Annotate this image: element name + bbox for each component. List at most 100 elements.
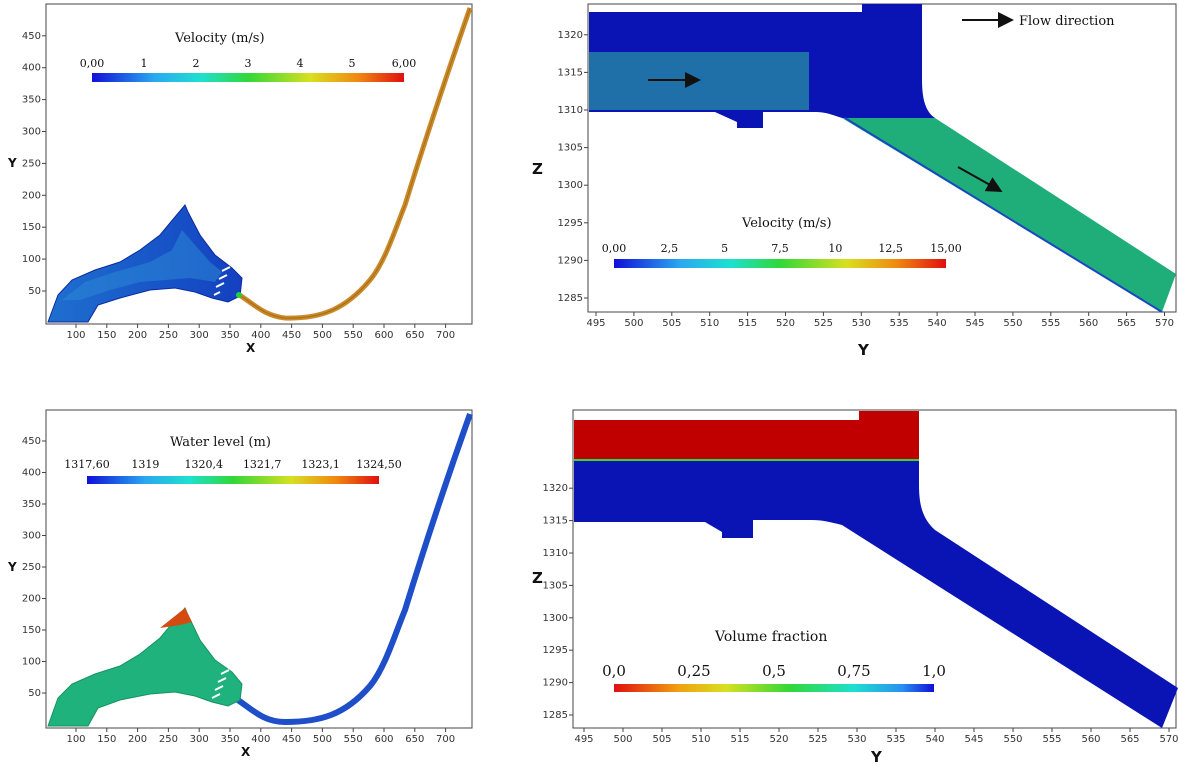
y-tick-label: 1320 <box>558 30 583 41</box>
y-tick-label: 150 <box>22 625 41 636</box>
y-tick-label: 400 <box>22 468 41 479</box>
x-tick-label: 550 <box>344 330 363 341</box>
x-tick-label: 600 <box>374 734 393 745</box>
x-tick-label: 525 <box>808 734 827 745</box>
colorbar-label: 1,0 <box>922 662 946 680</box>
x-tick-label: 100 <box>66 330 85 341</box>
x-tick-label: 535 <box>890 318 909 329</box>
x-tick-label: 525 <box>814 318 833 329</box>
x-tick-label: 150 <box>97 330 116 341</box>
x-tick-label: 250 <box>159 734 178 745</box>
colorbar-labels: 1317,60 1319 1320,4 1321,7 1323,1 1324,50 <box>64 458 402 471</box>
y-tick-label: 450 <box>22 31 41 42</box>
x-tick-label: 200 <box>128 734 147 745</box>
y-tick-label: 100 <box>22 657 41 668</box>
colorbar-label: 1323,1 <box>301 458 340 471</box>
colorbar-labels: 0,00 2,5 5 7,5 10 12,5 15,00 <box>602 242 962 255</box>
x-tick-label: 600 <box>374 330 393 341</box>
colorbar-title: Velocity (m/s) <box>174 31 265 46</box>
panel-velocity-plan: Y X 100 150 200 250 300 350 400 450 500 550 600 650… <box>7 3 473 355</box>
chute-edge-lower <box>844 117 1163 313</box>
x-tick-label: 555 <box>1042 734 1061 745</box>
colorbar-label: 5 <box>349 57 356 70</box>
colorbar-title: Water level (m) <box>170 435 271 450</box>
colorbar-title: Velocity (m/s) <box>741 216 832 231</box>
panel-velocity-section: Flow direction Z Y 495 500 505 510 515 520 525… <box>532 3 1177 359</box>
colorbar-label: 5 <box>721 242 728 255</box>
x-tick-label: 700 <box>436 734 455 745</box>
colorbar-label: 4 <box>297 57 304 70</box>
colorbar-label: 0,75 <box>837 662 870 680</box>
x-tick-label: 560 <box>1081 734 1100 745</box>
colorbar-label: 15,00 <box>930 242 962 255</box>
flow-direction-label: Flow direction <box>1019 14 1115 29</box>
x-tick-label: 500 <box>613 734 632 745</box>
y-axis-label: Z <box>532 160 543 178</box>
x-tick-label: 500 <box>624 318 643 329</box>
y-tick-label: 350 <box>22 95 41 106</box>
x-axis-label: X <box>241 745 251 759</box>
y-tick-label: 1300 <box>558 180 583 191</box>
panel-volume-fraction-section: Z Y 495 500 505 510 515 520 525 530 535 540 545 550… <box>532 409 1178 765</box>
y-tick-label: 350 <box>22 499 41 510</box>
x-tick-label: 515 <box>738 318 757 329</box>
x-tick-label: 530 <box>852 318 871 329</box>
x-tick-label: 200 <box>128 330 147 341</box>
x-tick-label: 550 <box>1003 318 1022 329</box>
x-tick-label: 505 <box>662 318 681 329</box>
x-ticks: 495 500 505 510 515 520 525 530 535 540 545 550 555 5… <box>574 728 1178 745</box>
y-axis-label: Y <box>7 560 17 574</box>
x-tick-label: 540 <box>925 734 944 745</box>
panel-water-level-plan: Y X 100 150 200 250 300 350 400 450 500 550 600 650… <box>7 409 473 759</box>
x-tick-label: 565 <box>1117 318 1136 329</box>
y-tick-label: 150 <box>22 222 41 233</box>
intake-slots <box>213 266 231 296</box>
y-tick-label: 1305 <box>543 580 568 591</box>
x-tick-label: 540 <box>928 318 947 329</box>
colorbar <box>614 684 934 692</box>
x-tick-label: 150 <box>97 734 116 745</box>
colorbar-label: 0,0 <box>602 662 626 680</box>
y-tick-label: 300 <box>22 127 41 138</box>
x-tick-label: 495 <box>574 734 593 745</box>
y-tick-label: 1310 <box>558 105 583 116</box>
x-tick-label: 555 <box>1041 318 1060 329</box>
x-tick-label: 400 <box>251 734 270 745</box>
colorbar <box>87 476 379 484</box>
y-ticks: 50 100 150 200 250 300 350 400 450 <box>22 31 46 297</box>
x-tick-label: 300 <box>190 330 209 341</box>
y-tick-label: 1320 <box>543 483 568 494</box>
y-ticks: 50 100 150 200 250 300 350 400 450 <box>22 436 46 699</box>
colorbar-label: 1321,7 <box>243 458 282 471</box>
y-tick-label: 50 <box>28 688 41 699</box>
x-tick-label: 650 <box>405 734 424 745</box>
x-tick-label: 550 <box>1003 734 1022 745</box>
colorbar-label: 2 <box>193 57 200 70</box>
colorbar-label: 1320,4 <box>185 458 224 471</box>
colorbar-label: 0,25 <box>677 662 710 680</box>
x-tick-label: 570 <box>1155 318 1174 329</box>
x-tick-label: 520 <box>776 318 795 329</box>
y-tick-label: 1315 <box>558 67 583 78</box>
x-tick-label: 450 <box>282 734 301 745</box>
y-tick-label: 400 <box>22 63 41 74</box>
x-tick-label: 350 <box>220 734 239 745</box>
flow-arrow-chute <box>957 166 1003 192</box>
spillway-channel <box>236 412 473 726</box>
x-tick-label: 100 <box>66 734 85 745</box>
y-tick-label: 200 <box>22 594 41 605</box>
y-tick-label: 1295 <box>543 645 568 656</box>
x-axis-label: Y <box>870 748 883 765</box>
high-level-edge <box>160 608 192 628</box>
colorbar-title: Volume fraction <box>714 629 827 645</box>
y-tick-label: 1290 <box>558 255 583 266</box>
colorbar-label: 0,00 <box>602 242 627 255</box>
colorbar-label: 1319 <box>131 458 159 471</box>
inlet-region <box>589 52 809 110</box>
y-axis-label: Y <box>7 156 17 170</box>
colorbar-label: 0,5 <box>762 662 786 680</box>
x-tick-label: 300 <box>190 734 209 745</box>
x-tick-label: 550 <box>344 734 363 745</box>
colorbar-label: 3 <box>245 57 252 70</box>
